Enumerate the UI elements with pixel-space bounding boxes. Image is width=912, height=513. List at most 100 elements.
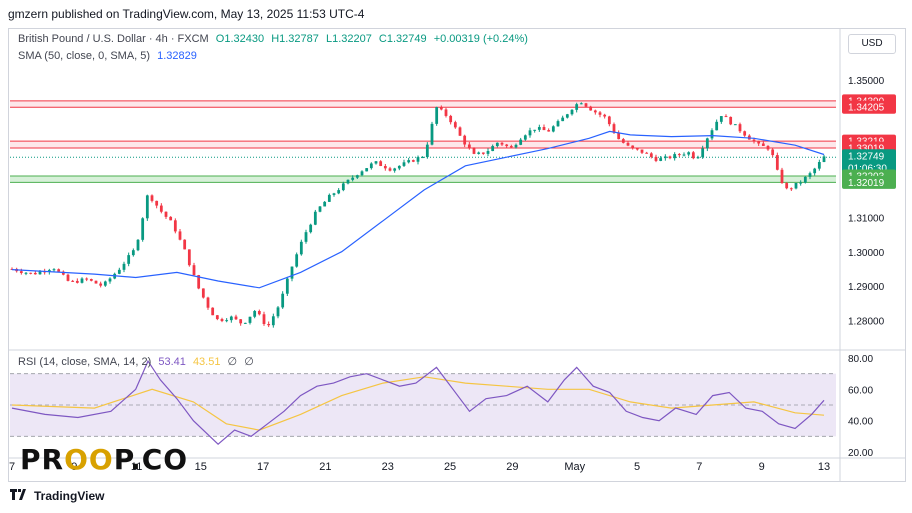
candle-body: [281, 293, 285, 308]
candle-body: [505, 144, 509, 147]
candle-body: [603, 114, 607, 117]
candle-body: [225, 320, 229, 322]
sma-label[interactable]: SMA (50, close, 0, SMA, 5): [18, 50, 151, 62]
candle-body: [271, 316, 275, 326]
candle-body: [290, 266, 294, 279]
candle-body: [80, 278, 84, 283]
price-label-resistance: 1.33019: [848, 143, 885, 154]
candle-body: [397, 165, 401, 169]
candle-body: [122, 263, 126, 270]
candle-body: [519, 139, 523, 145]
price-label-box-4: [842, 149, 896, 176]
candle-body: [514, 144, 518, 148]
candle-body: [631, 145, 635, 149]
currency-button[interactable]: USD: [848, 34, 896, 54]
candle-body: [491, 146, 495, 152]
candle-body: [299, 241, 303, 255]
candle-body: [715, 121, 719, 131]
change-value: +0.00319 (+0.24%): [433, 33, 528, 45]
candle-body: [701, 148, 705, 158]
candle-body: [696, 157, 700, 159]
candle-body: [766, 145, 770, 150]
candle-body: [495, 142, 499, 147]
candle-body: [75, 280, 79, 283]
price-tick-label: 1.35000: [848, 76, 885, 87]
countdown-label: 01:06:30: [848, 163, 887, 174]
candle-body: [430, 123, 434, 145]
candle-body: [444, 109, 448, 116]
candle-body: [150, 195, 154, 201]
zone-resistance-0: [10, 100, 836, 108]
candle-body: [262, 314, 266, 325]
candle-body: [752, 139, 756, 142]
candle-body: [155, 200, 159, 206]
candle-body: [57, 269, 61, 272]
candle-body: [201, 288, 205, 298]
candle-body: [103, 281, 107, 286]
price-tick-label: 1.28000: [848, 317, 885, 328]
candle-body: [257, 311, 261, 315]
candle-body: [537, 127, 541, 130]
symbol-title[interactable]: British Pound / U.S. Dollar · 4h · FXCM: [18, 33, 209, 45]
candle-body: [691, 152, 695, 159]
rsi-extra-2: ∅: [244, 356, 254, 368]
sma-legend: SMA (50, close, 0, SMA, 5) 1.32829: [18, 50, 201, 62]
candle-body: [794, 182, 798, 189]
candle-body: [327, 194, 331, 202]
candle-body: [295, 254, 299, 267]
rsi-label[interactable]: RSI (14, close, SMA, 14, 2): [18, 356, 152, 368]
candle-body: [374, 161, 378, 164]
candle-body: [663, 156, 667, 159]
candle-body: [341, 183, 345, 191]
time-tick-label: 29: [506, 461, 518, 473]
candle-body: [337, 190, 341, 194]
price-tick-label: 1.31000: [848, 213, 885, 224]
candle-body: [649, 153, 653, 157]
candle-body: [169, 216, 173, 221]
candle-body: [710, 130, 714, 139]
rsi-tick-label: 20.00: [848, 448, 873, 459]
symbol-legend: British Pound / U.S. Dollar · 4h · FXCM …: [18, 33, 532, 45]
footer-brand[interactable]: TradingView: [10, 489, 104, 503]
candle-body: [318, 206, 322, 212]
candle-body: [729, 116, 733, 125]
candle-body: [383, 165, 387, 169]
rsi-ma-value: 43.51: [192, 356, 221, 368]
rsi-tick-label: 60.00: [848, 385, 873, 396]
candle-body: [407, 160, 411, 163]
candle-body: [467, 144, 471, 149]
candle-body: [645, 152, 649, 154]
candle-body: [565, 114, 569, 118]
candle-body: [145, 195, 149, 219]
candle-body: [789, 188, 793, 190]
candle-body: [52, 269, 56, 271]
candle-body: [234, 316, 238, 320]
candle-body: [215, 315, 219, 320]
candle-body: [575, 104, 579, 110]
candle-body: [220, 319, 224, 322]
candle-body: [808, 173, 812, 177]
candle-body: [10, 268, 14, 270]
candle-body: [719, 116, 723, 122]
candle-body: [66, 274, 70, 281]
candle-body: [47, 270, 51, 272]
candle-body: [131, 250, 135, 256]
candle-body: [267, 324, 271, 326]
candle-body: [19, 271, 23, 274]
candle-body: [197, 275, 201, 289]
candle-body: [206, 297, 210, 308]
price-tick-label: 1.30000: [848, 248, 885, 259]
candle-body: [211, 307, 215, 316]
candle-body: [379, 161, 383, 166]
price-label-resistance: 1.34205: [848, 103, 885, 114]
candle-body: [243, 322, 247, 324]
candle-body: [29, 272, 33, 274]
candle-body: [453, 122, 457, 128]
close-value: C1.32749: [378, 33, 427, 45]
candle-body: [640, 149, 644, 153]
candle-body: [771, 149, 775, 156]
candle-body: [416, 157, 420, 162]
candle-body: [785, 183, 789, 189]
candle-body: [761, 143, 765, 146]
